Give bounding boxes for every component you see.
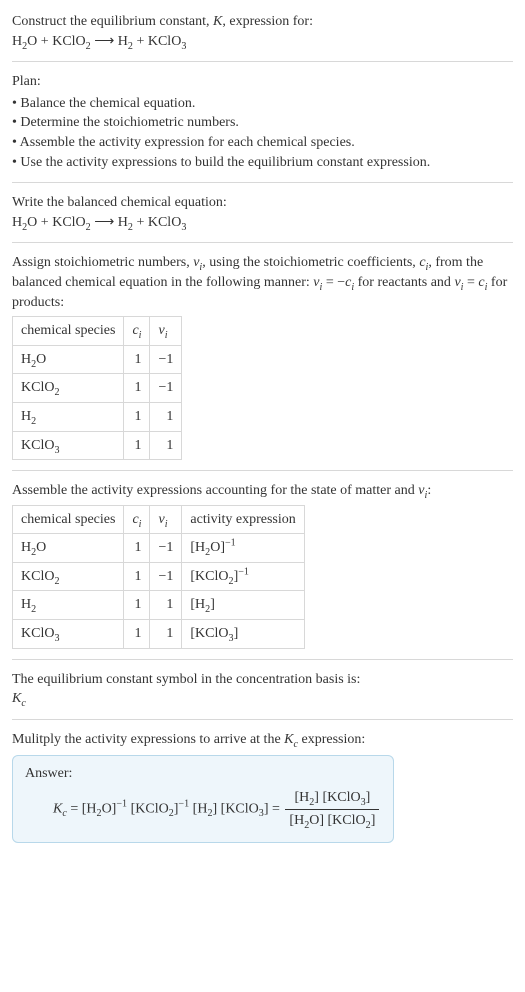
intro-text-b: , expression for: bbox=[222, 14, 313, 29]
equation-balanced: H2O + KClO2 ⟶ H2 + KClO3 bbox=[12, 213, 513, 233]
col-species: chemical species bbox=[13, 317, 124, 346]
arrow-icon: ⟶ bbox=[91, 215, 118, 230]
product-2: KClO3 bbox=[148, 215, 187, 230]
product-1: H2 bbox=[118, 215, 133, 230]
product-2: KClO3 bbox=[148, 34, 187, 49]
plan-item: Determine the stoichiometric numbers. bbox=[12, 113, 513, 133]
plan-item: Assemble the activity expression for eac… bbox=[12, 133, 513, 153]
kc-section: The equilibrium constant symbol in the c… bbox=[12, 670, 513, 720]
stoich-intro: Assign stoichiometric numbers, νi, using… bbox=[12, 253, 513, 312]
activity-table: chemical species ci νi activity expressi… bbox=[12, 505, 305, 649]
table-row: KClO3 1 1 bbox=[13, 431, 182, 460]
col-ci: ci bbox=[124, 317, 150, 346]
col-activity: activity expression bbox=[182, 505, 304, 534]
answer-expression: Kc = [H2O]−1 [KClO2]−1 [H2] [KClO3] = [H… bbox=[25, 784, 381, 830]
intro-line: Construct the equilibrium constant, K, e… bbox=[12, 12, 513, 32]
plan-list: Balance the chemical equation. Determine… bbox=[12, 94, 513, 172]
table-row: H2O 1 −1 bbox=[13, 345, 182, 374]
intro-text-a: Construct the equilibrium constant, bbox=[12, 14, 213, 29]
equation-unbalanced: H2O + KClO2 ⟶ H2 + KClO3 bbox=[12, 32, 513, 52]
table-header-row: chemical species ci νi activity expressi… bbox=[13, 505, 305, 534]
intro-section: Construct the equilibrium constant, K, e… bbox=[12, 12, 513, 62]
balanced-intro: Write the balanced chemical equation: bbox=[12, 193, 513, 213]
kc-symbol: Kc bbox=[12, 689, 513, 709]
fraction-numerator: [H2] [KClO3] bbox=[285, 788, 379, 810]
multiply-intro: Mulitply the activity expressions to arr… bbox=[12, 730, 513, 750]
col-ci: ci bbox=[124, 505, 150, 534]
table-row: KClO3 1 1 [KClO3] bbox=[13, 620, 305, 649]
col-species: chemical species bbox=[13, 505, 124, 534]
activity-section: Assemble the activity expressions accoun… bbox=[12, 481, 513, 660]
col-nui: νi bbox=[150, 505, 182, 534]
answer-label: Answer: bbox=[25, 764, 381, 784]
K-symbol: K bbox=[213, 14, 222, 29]
reactant-2: KClO2 bbox=[52, 215, 91, 230]
answer-box: Answer: Kc = [H2O]−1 [KClO2]−1 [H2] [KCl… bbox=[12, 755, 394, 843]
fraction: [H2] [KClO3] [H2O] [KClO2] bbox=[285, 788, 379, 830]
table-row: KClO2 1 −1 bbox=[13, 374, 182, 403]
plan-section: Plan: Balance the chemical equation. Det… bbox=[12, 72, 513, 183]
balanced-section: Write the balanced chemical equation: H2… bbox=[12, 193, 513, 243]
table-header-row: chemical species ci νi bbox=[13, 317, 182, 346]
plan-item: Use the activity expressions to build th… bbox=[12, 153, 513, 173]
fraction-denominator: [H2O] [KClO2] bbox=[285, 810, 379, 831]
product-1: H2 bbox=[118, 34, 133, 49]
plan-title: Plan: bbox=[12, 72, 513, 92]
activity-intro: Assemble the activity expressions accoun… bbox=[12, 481, 513, 501]
stoich-table: chemical species ci νi H2O 1 −1 KClO2 1 … bbox=[12, 316, 182, 460]
plan-item: Balance the chemical equation. bbox=[12, 94, 513, 114]
table-row: KClO2 1 −1 [KClO2]−1 bbox=[13, 562, 305, 591]
stoich-section: Assign stoichiometric numbers, νi, using… bbox=[12, 253, 513, 471]
answer-section: Mulitply the activity expressions to arr… bbox=[12, 730, 513, 843]
reactant-1: H2O bbox=[12, 215, 37, 230]
kc-intro: The equilibrium constant symbol in the c… bbox=[12, 670, 513, 690]
table-row: H2 1 1 [H2] bbox=[13, 591, 305, 620]
reactant-1: H2O bbox=[12, 34, 37, 49]
reactant-2: KClO2 bbox=[52, 34, 91, 49]
arrow-icon: ⟶ bbox=[91, 34, 118, 49]
col-nui: νi bbox=[150, 317, 182, 346]
table-row: H2O 1 −1 [H2O]−1 bbox=[13, 534, 305, 563]
table-row: H2 1 1 bbox=[13, 402, 182, 431]
